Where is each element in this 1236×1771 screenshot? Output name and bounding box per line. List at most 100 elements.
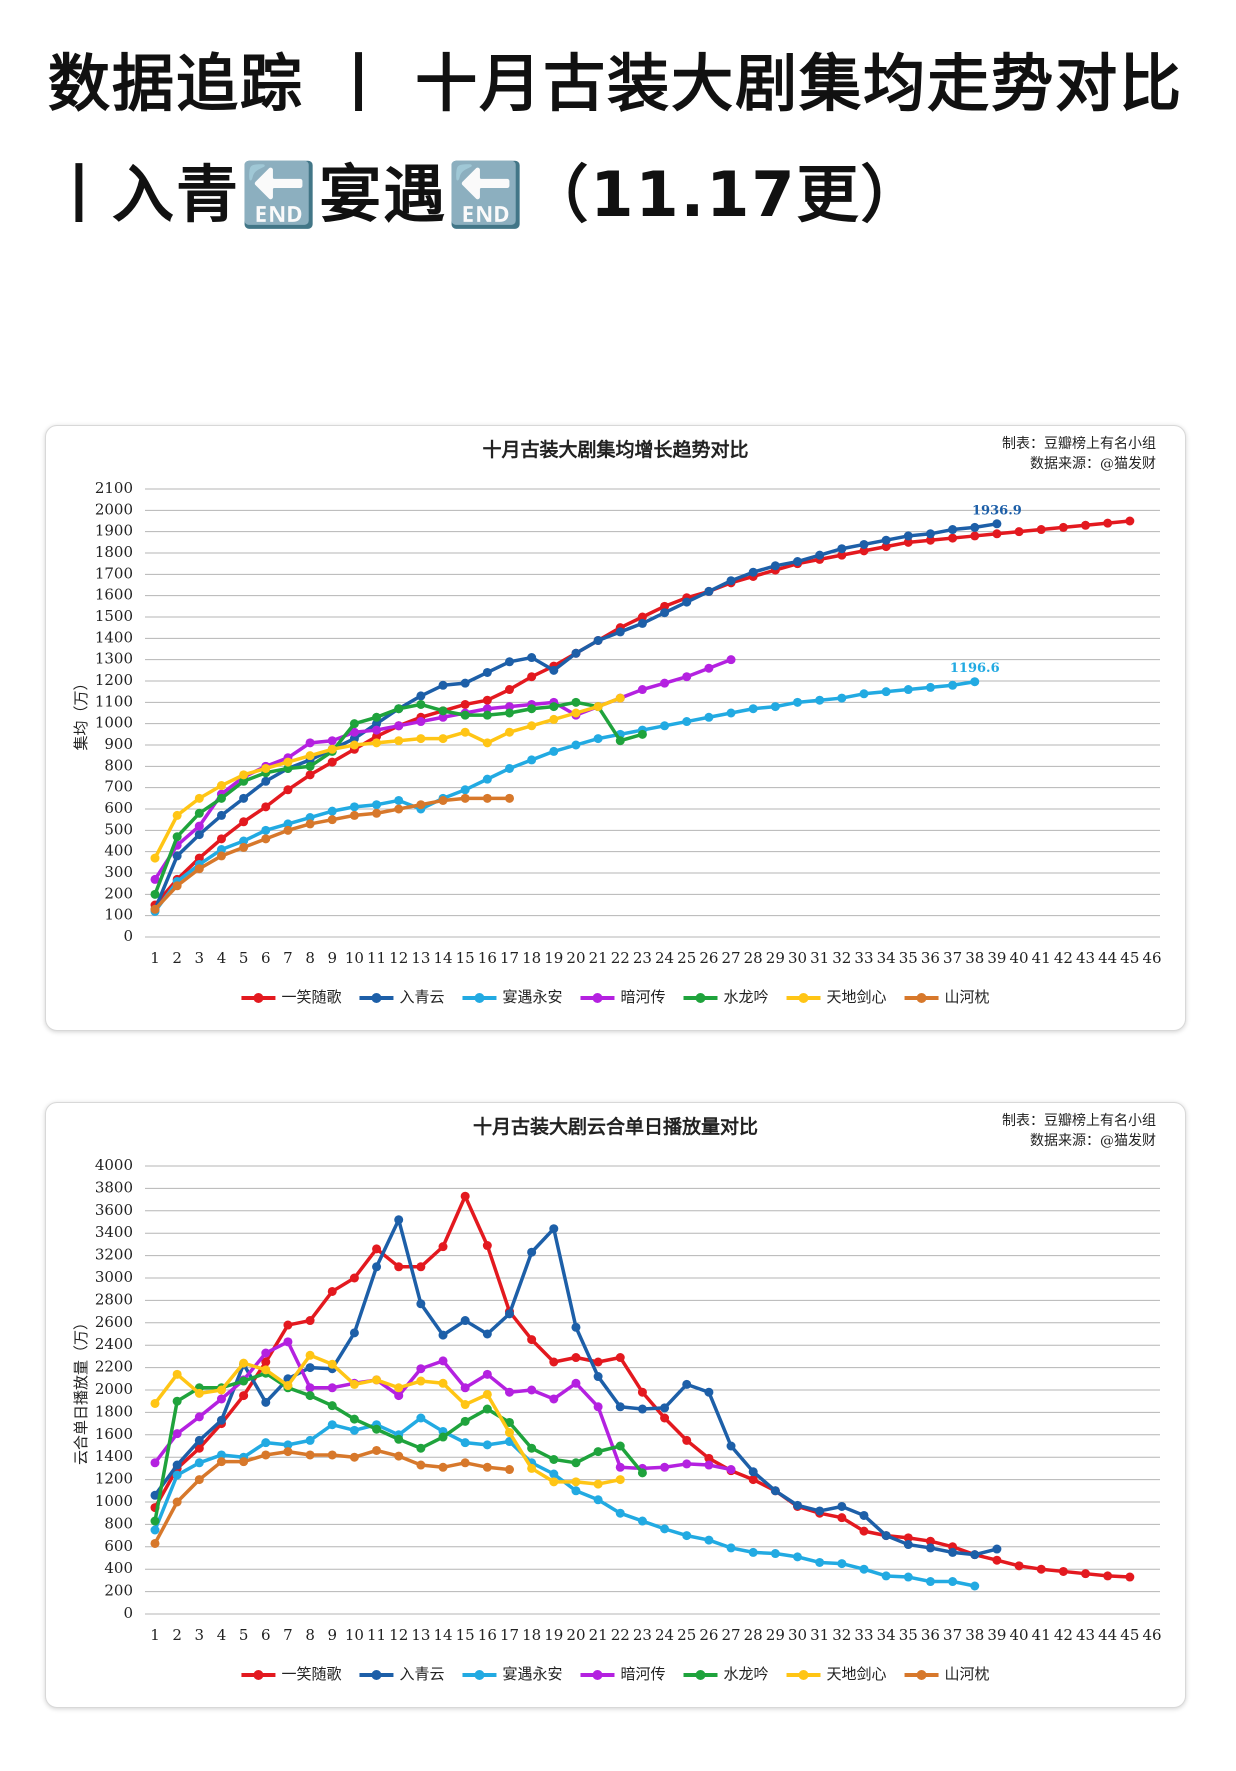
data-point (482, 710, 492, 720)
data-point (549, 1477, 559, 1487)
x-tick-label: 41 (1032, 1626, 1051, 1644)
x-tick-label: 10 (345, 1626, 364, 1644)
data-point (881, 1571, 891, 1581)
data-point (482, 1329, 492, 1339)
data-point (682, 1531, 692, 1541)
data-point (372, 719, 382, 729)
data-point (150, 1458, 160, 1468)
x-tick-label: 37 (943, 949, 962, 967)
data-point (372, 1262, 382, 1272)
data-point (327, 1359, 337, 1369)
data-point (660, 608, 670, 618)
x-tick-label: 21 (589, 1626, 608, 1644)
legend-swatch-dot (592, 1670, 603, 1680)
data-point (283, 785, 293, 795)
legend-swatch-dot (592, 993, 603, 1003)
x-tick-label: 41 (1032, 949, 1051, 967)
data-point (770, 1486, 780, 1496)
data-point (327, 1383, 337, 1393)
y-tick-label: 900 (104, 735, 133, 753)
data-point (349, 734, 359, 744)
y-tick-label: 2600 (95, 1313, 133, 1331)
data-point (150, 1525, 160, 1535)
data-point (372, 731, 382, 741)
data-point (815, 550, 825, 560)
data-point (903, 531, 913, 541)
data-point (261, 763, 271, 773)
data-point (637, 1468, 647, 1478)
data-point (261, 1365, 271, 1375)
data-point (239, 817, 249, 827)
x-tick-label: 33 (854, 949, 873, 967)
data-point (438, 1432, 448, 1442)
x-tick-label: 2 (172, 949, 182, 967)
x-tick-label: 44 (1098, 1626, 1117, 1644)
data-point (549, 1394, 559, 1404)
data-point (305, 1350, 315, 1360)
data-point (327, 744, 337, 754)
data-point (216, 810, 226, 820)
x-tick-label: 46 (1142, 1626, 1161, 1644)
data-point (726, 655, 736, 665)
x-tick-label: 24 (655, 949, 674, 967)
data-point (194, 864, 204, 874)
data-point (438, 1462, 448, 1472)
x-tick-label: 1 (150, 1626, 160, 1644)
data-point (416, 717, 426, 727)
x-tick-label: 42 (1054, 949, 1073, 967)
data-point (593, 1479, 603, 1489)
legend-label: 山河枕 (945, 1665, 990, 1683)
data-point (261, 834, 271, 844)
data-point (327, 1420, 337, 1430)
data-point (682, 1379, 692, 1389)
data-point (194, 1443, 204, 1453)
data-point (460, 727, 470, 737)
x-tick-label: 31 (810, 1626, 829, 1644)
data-point (305, 1363, 315, 1373)
data-point (770, 561, 780, 571)
x-tick-label: 19 (544, 949, 563, 967)
data-point (349, 1273, 359, 1283)
x-tick-label: 33 (854, 1626, 873, 1644)
data-point (504, 1428, 514, 1438)
x-tick-label: 13 (411, 949, 430, 967)
y-tick-label: 3200 (95, 1246, 133, 1264)
x-tick-label: 23 (633, 949, 652, 967)
data-point (549, 1357, 559, 1367)
data-point (549, 746, 559, 756)
data-point (925, 529, 935, 539)
data-point (637, 1387, 647, 1397)
data-point (239, 842, 249, 852)
x-tick-label: 43 (1076, 1626, 1095, 1644)
x-tick-label: 39 (987, 1626, 1006, 1644)
data-point (903, 1540, 913, 1550)
data-point (239, 770, 249, 780)
data-point (239, 836, 249, 846)
data-point (460, 678, 470, 688)
data-point (172, 810, 182, 820)
data-point (992, 519, 1002, 529)
legend-label: 水龙吟 (724, 988, 769, 1006)
data-point (172, 832, 182, 842)
data-point (172, 851, 182, 861)
x-tick-label: 30 (788, 1626, 807, 1644)
legend-label: 入青云 (399, 988, 444, 1006)
series-line (153, 1448, 510, 1545)
data-point (150, 904, 160, 914)
x-tick-label: 29 (766, 1626, 785, 1644)
y-tick-label: 300 (104, 863, 133, 881)
data-point (482, 667, 492, 677)
data-point (438, 734, 448, 744)
data-point (793, 697, 803, 707)
x-tick-label: 3 (195, 949, 205, 967)
legend-label: 入青云 (399, 1665, 444, 1683)
data-point (925, 1577, 935, 1587)
data-point (438, 1378, 448, 1388)
data-point (549, 665, 559, 675)
data-point (682, 1435, 692, 1445)
data-point (571, 697, 581, 707)
data-point (372, 1445, 382, 1455)
data-point (416, 1262, 426, 1272)
data-point (770, 702, 780, 712)
data-point (216, 1385, 226, 1395)
